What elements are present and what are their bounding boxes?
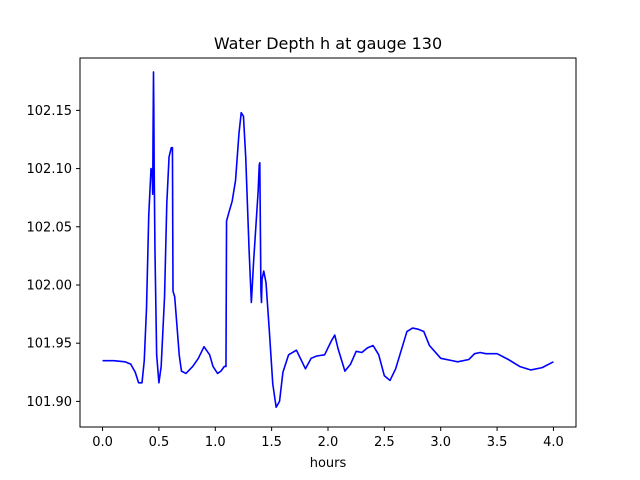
x-tick-label: 3.5 [487,435,508,450]
y-tick-label: 102.10 [27,162,73,177]
y-tick-label: 102.15 [27,104,73,119]
x-tick-label: 0.0 [92,435,113,450]
x-tick-label: 1.0 [205,435,226,450]
y-axis-ticks: 101.90 101.95 102.00 102.05 102.10 102.15 [27,104,80,410]
chart-title: Water Depth h at gauge 130 [214,34,442,53]
y-tick-label: 102.00 [27,278,73,293]
x-axis-ticks: 0.0 0.5 1.0 1.5 2.0 2.5 3.0 3.5 4.0 [92,427,564,450]
x-axis-label: hours [310,456,347,471]
x-tick-label: 0.5 [149,435,170,450]
x-tick-label: 1.5 [261,435,282,450]
axes-frame [79,57,577,428]
x-tick-label: 3.0 [430,435,451,450]
series-line-0 [102,71,554,409]
x-tick-label: 2.0 [318,435,339,450]
y-tick-label: 101.95 [27,337,73,352]
plot-area [102,71,554,409]
x-tick-label: 2.5 [374,435,395,450]
x-tick-label: 4.0 [543,435,564,450]
y-tick-label: 102.05 [27,220,73,235]
y-tick-label: 101.90 [27,395,73,410]
